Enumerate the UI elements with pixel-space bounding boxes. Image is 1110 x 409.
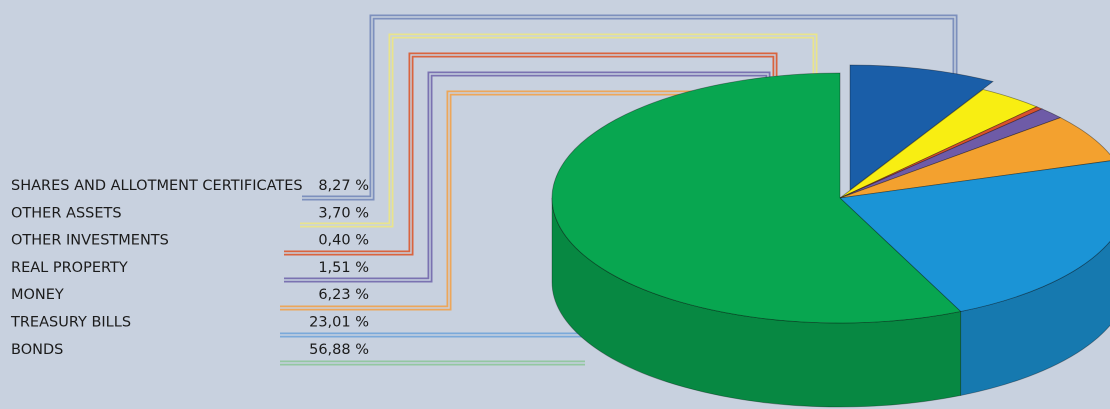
- leader-lines: [280, 14, 958, 366]
- pie-slice-money: [839, 117, 1110, 199]
- legend-label-other-investments: OTHER INVESTMENTS: [11, 233, 169, 249]
- legend-value-other-investments: 0,40 %: [318, 233, 369, 249]
- legend-label-real-property: REAL PROPERTY: [11, 260, 128, 276]
- legend-label-shares-and-allotment-certificates: SHARES AND ALLOTMENT CERTIFICATES: [11, 178, 303, 194]
- pie-slice-shares-and-allotment-certificates: [849, 64, 994, 191]
- legend: SHARES AND ALLOTMENT CERTIFICATES 8,27 % O…: [10, 178, 369, 358]
- legend-value-other-assets: 3,70 %: [318, 205, 369, 221]
- legend-value-shares-and-allotment-certificates: 8,27 %: [318, 178, 369, 194]
- pie-slice-other-assets: [839, 89, 1038, 199]
- leader-line-inner-other-investments: [284, 54, 776, 254]
- legend-value-real-property: 1,51 %: [318, 260, 369, 276]
- leader-line-inner-shares-and-allotment-certificates: [302, 16, 956, 199]
- legend-label-other-assets: OTHER ASSETS: [11, 205, 122, 221]
- pie-slice-treasury-bills: [839, 160, 1110, 312]
- legend-value-treasury-bills: 23,01 %: [309, 315, 369, 331]
- legend-value-bonds: 56,88 %: [309, 342, 369, 358]
- pie-tops: [551, 64, 1110, 324]
- pie-slice-other-investments: [839, 106, 1043, 199]
- pie-slice-bonds: [551, 72, 962, 324]
- legend-label-bonds: BONDS: [11, 342, 63, 358]
- pie-3d: [551, 64, 1110, 408]
- legend-label-treasury-bills: TREASURY BILLS: [10, 315, 131, 331]
- pie-slice-real-property: [839, 108, 1062, 199]
- leader-line-inner-real-property: [284, 73, 769, 281]
- legend-value-money: 6,23 %: [318, 287, 369, 303]
- leader-line-inner-other-assets: [300, 35, 816, 226]
- legend-label-money: MONEY: [11, 287, 64, 303]
